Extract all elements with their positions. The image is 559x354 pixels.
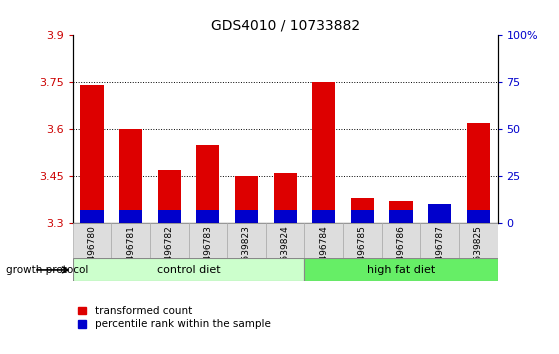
Bar bbox=[235, 176, 258, 223]
Bar bbox=[428, 220, 451, 223]
Legend: transformed count, percentile rank within the sample: transformed count, percentile rank withi… bbox=[78, 306, 271, 329]
Text: GSM539825: GSM539825 bbox=[473, 225, 483, 280]
Text: GSM539824: GSM539824 bbox=[281, 225, 290, 280]
FancyBboxPatch shape bbox=[382, 223, 420, 258]
Text: GSM539823: GSM539823 bbox=[242, 225, 251, 280]
FancyBboxPatch shape bbox=[343, 223, 382, 258]
Bar bbox=[235, 210, 258, 223]
Text: high fat diet: high fat diet bbox=[367, 265, 435, 275]
FancyBboxPatch shape bbox=[73, 223, 111, 258]
Text: growth protocol: growth protocol bbox=[6, 265, 88, 275]
FancyBboxPatch shape bbox=[188, 223, 227, 258]
Text: GSM496786: GSM496786 bbox=[396, 225, 405, 280]
Text: GSM496780: GSM496780 bbox=[87, 225, 97, 280]
FancyBboxPatch shape bbox=[227, 223, 266, 258]
FancyBboxPatch shape bbox=[266, 223, 305, 258]
Bar bbox=[428, 204, 451, 223]
Text: GSM496782: GSM496782 bbox=[165, 225, 174, 280]
FancyBboxPatch shape bbox=[305, 258, 498, 281]
FancyBboxPatch shape bbox=[305, 223, 343, 258]
Bar bbox=[350, 198, 374, 223]
FancyBboxPatch shape bbox=[459, 223, 498, 258]
Bar bbox=[390, 201, 413, 223]
Bar bbox=[119, 210, 142, 223]
Bar bbox=[80, 85, 103, 223]
Bar bbox=[158, 170, 181, 223]
Bar bbox=[312, 82, 335, 223]
FancyBboxPatch shape bbox=[420, 223, 459, 258]
Bar bbox=[350, 210, 374, 223]
Text: control diet: control diet bbox=[157, 265, 220, 275]
FancyBboxPatch shape bbox=[73, 258, 305, 281]
Bar bbox=[273, 210, 297, 223]
Bar bbox=[80, 210, 103, 223]
Text: GSM496781: GSM496781 bbox=[126, 225, 135, 280]
Bar bbox=[390, 210, 413, 223]
Title: GDS4010 / 10733882: GDS4010 / 10733882 bbox=[211, 19, 359, 33]
Bar bbox=[119, 129, 142, 223]
Bar bbox=[312, 210, 335, 223]
Bar bbox=[273, 173, 297, 223]
Text: GSM496787: GSM496787 bbox=[435, 225, 444, 280]
Bar bbox=[196, 145, 220, 223]
Bar bbox=[158, 210, 181, 223]
FancyBboxPatch shape bbox=[111, 223, 150, 258]
Text: GSM496785: GSM496785 bbox=[358, 225, 367, 280]
Text: GSM496784: GSM496784 bbox=[319, 225, 328, 280]
Bar bbox=[467, 123, 490, 223]
Text: GSM496783: GSM496783 bbox=[203, 225, 212, 280]
Bar bbox=[467, 210, 490, 223]
Bar bbox=[196, 210, 220, 223]
FancyBboxPatch shape bbox=[150, 223, 188, 258]
